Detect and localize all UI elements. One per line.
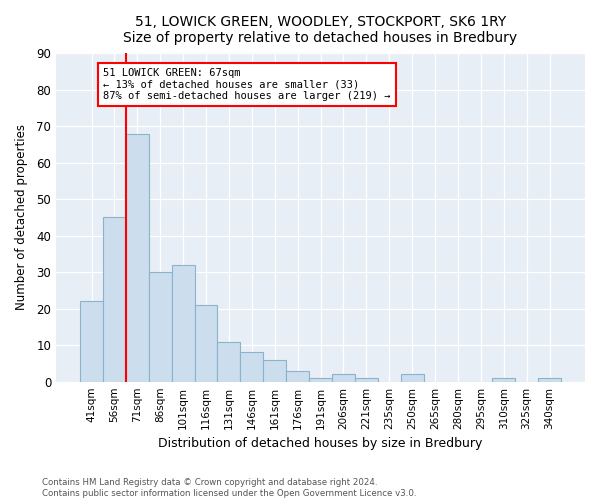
Bar xyxy=(103,218,126,382)
Bar xyxy=(172,265,194,382)
Title: 51, LOWICK GREEN, WOODLEY, STOCKPORT, SK6 1RY
Size of property relative to detac: 51, LOWICK GREEN, WOODLEY, STOCKPORT, SK… xyxy=(124,15,518,45)
Text: Contains HM Land Registry data © Crown copyright and database right 2024.
Contai: Contains HM Land Registry data © Crown c… xyxy=(42,478,416,498)
Bar xyxy=(80,302,103,382)
Bar xyxy=(401,374,424,382)
Bar xyxy=(492,378,515,382)
Bar xyxy=(217,342,241,382)
Bar xyxy=(332,374,355,382)
Bar xyxy=(263,360,286,382)
Bar xyxy=(355,378,378,382)
Bar xyxy=(309,378,332,382)
Bar xyxy=(286,370,309,382)
Bar xyxy=(126,134,149,382)
Bar xyxy=(538,378,561,382)
X-axis label: Distribution of detached houses by size in Bredbury: Distribution of detached houses by size … xyxy=(158,437,483,450)
Bar xyxy=(241,352,263,382)
Text: 51 LOWICK GREEN: 67sqm
← 13% of detached houses are smaller (33)
87% of semi-det: 51 LOWICK GREEN: 67sqm ← 13% of detached… xyxy=(103,68,391,101)
Y-axis label: Number of detached properties: Number of detached properties xyxy=(15,124,28,310)
Bar xyxy=(149,272,172,382)
Bar xyxy=(194,305,217,382)
